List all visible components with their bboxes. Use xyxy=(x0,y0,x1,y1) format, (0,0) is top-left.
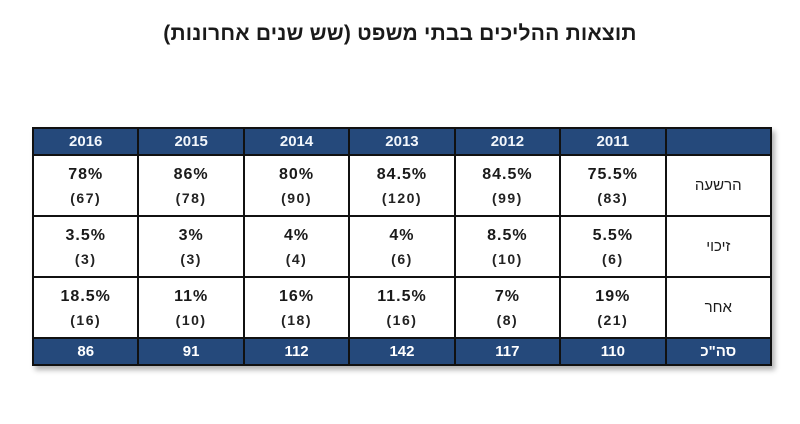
count-value: (3) xyxy=(180,250,202,267)
result-cell: 4% (4) xyxy=(242,215,351,278)
result-cell: 84.5% (120) xyxy=(348,154,456,217)
count-value: (90) xyxy=(281,189,312,206)
total-value: 142 xyxy=(348,337,456,366)
percent-value: 3.5% xyxy=(65,226,106,244)
percent-value: 18.5% xyxy=(60,287,111,305)
year-header-2014: 2014 xyxy=(242,127,351,156)
count-value: (99) xyxy=(491,189,523,206)
count-value: (10) xyxy=(175,311,207,328)
percent-value: 75.5% xyxy=(587,165,638,183)
count-value: (10) xyxy=(491,250,523,267)
result-cell: 3% (3) xyxy=(137,215,245,278)
total-value: 91 xyxy=(137,337,245,366)
count-value: (6) xyxy=(391,250,413,267)
result-cell: 5.5% (6) xyxy=(559,215,667,278)
count-value: (78) xyxy=(175,189,207,206)
result-cell: 8.5% (10) xyxy=(453,215,562,278)
table-header-row: 2016 2015 2014 2013 2012 2011 xyxy=(31,127,773,156)
percent-value: 16% xyxy=(279,287,315,305)
table-row-conviction: 78% (67) 86% (78) 80% (90) 84.5% (120) 8… xyxy=(31,154,773,217)
result-cell: 19% (21) xyxy=(559,276,667,339)
result-cell: 4% (6) xyxy=(348,215,456,278)
count-value: (16) xyxy=(70,311,102,328)
total-value: 117 xyxy=(453,337,562,366)
result-cell: 11% (10) xyxy=(137,276,245,339)
result-cell: 78% (67) xyxy=(31,154,140,217)
count-value: (8) xyxy=(496,311,519,328)
result-cell: 3.5% (3) xyxy=(31,215,140,278)
result-cell: 84.5% (99) xyxy=(453,154,562,217)
table-row-acquittal: 3.5% (3) 3% (3) 4% (4) 4% (6) 8.5% (10) … xyxy=(31,215,773,278)
percent-value: 86% xyxy=(173,165,209,183)
year-header-2012: 2012 xyxy=(453,127,562,156)
total-row-label: סה"כ xyxy=(664,337,773,366)
result-cell: 75.5% (83) xyxy=(559,154,667,217)
count-value: (18) xyxy=(281,311,312,328)
percent-value: 3% xyxy=(178,226,204,244)
percent-value: 8.5% xyxy=(487,226,528,244)
percent-value: 84.5% xyxy=(482,165,533,183)
year-header-2016: 2016 xyxy=(31,127,140,156)
count-value: (83) xyxy=(597,189,629,206)
percent-value: 80% xyxy=(279,165,315,183)
percent-value: 78% xyxy=(68,165,104,183)
year-header-2011: 2011 xyxy=(559,127,667,156)
year-header-2015: 2015 xyxy=(137,127,245,156)
total-value: 86 xyxy=(31,337,140,366)
row-label-conviction: הרשעה xyxy=(664,154,773,217)
count-value: (6) xyxy=(602,250,624,267)
total-value: 110 xyxy=(559,337,667,366)
corner-header-cell xyxy=(664,127,773,156)
count-value: (21) xyxy=(597,311,629,328)
count-value: (67) xyxy=(70,189,102,206)
result-cell: 18.5% (16) xyxy=(31,276,140,339)
percent-value: 84.5% xyxy=(376,165,428,183)
count-value: (4) xyxy=(285,250,308,267)
result-cell: 86% (78) xyxy=(137,154,245,217)
year-header-2013: 2013 xyxy=(348,127,456,156)
result-cell: 80% (90) xyxy=(242,154,351,217)
count-value: (120) xyxy=(381,189,423,206)
count-value: (16) xyxy=(386,311,418,328)
table-row-other: 18.5% (16) 11% (10) 16% (18) 11.5% (16) … xyxy=(31,276,773,339)
percent-value: 5.5% xyxy=(592,226,634,244)
count-value: (3) xyxy=(74,250,97,267)
percent-value: 4% xyxy=(283,226,310,244)
row-label-other: אחר xyxy=(664,276,773,339)
percent-value: 11% xyxy=(174,287,209,305)
result-cell: 16% (18) xyxy=(242,276,351,339)
percent-value: 19% xyxy=(595,287,631,305)
percent-value: 7% xyxy=(494,287,520,305)
percent-value: 4% xyxy=(389,226,415,244)
page-title: תוצאות ההליכים בבתי משפט (שש שנים אחרונו… xyxy=(163,22,637,45)
percent-value: 11.5% xyxy=(377,287,427,305)
total-row: 86 91 112 142 117 110 סה"כ xyxy=(31,337,773,366)
row-label-acquittal: זיכוי xyxy=(664,215,773,278)
result-cell: 7% (8) xyxy=(453,276,562,339)
result-cell: 11.5% (16) xyxy=(348,276,456,339)
total-value: 112 xyxy=(242,337,351,366)
court-results-table: 2016 2015 2014 2013 2012 2011 78% (67) 8… xyxy=(31,127,773,366)
